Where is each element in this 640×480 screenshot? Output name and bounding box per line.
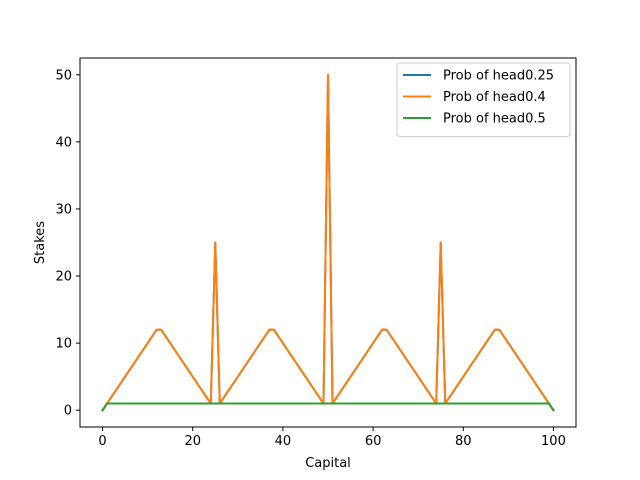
x-tick-label: 60 [365, 434, 382, 449]
y-axis-label: Stakes [33, 221, 48, 264]
legend-box [396, 62, 571, 137]
series-line-2 [101, 402, 555, 412]
x-tick-label: 100 [541, 434, 566, 449]
x-axis-label: Capital [305, 456, 351, 471]
series-layer [101, 73, 555, 412]
y-tick-label: 40 [55, 135, 72, 150]
x-tick-label: 80 [455, 434, 472, 449]
y-tick-label: 10 [55, 337, 72, 352]
x-tick-label: 20 [184, 434, 201, 449]
legend: Prob of head0.25 Prob of head0.4 Prob of h… [396, 62, 571, 137]
y-tick-label: 30 [55, 202, 72, 217]
legend-label-2: Prob of head0.5 [443, 112, 546, 127]
y-tick-label: 20 [55, 270, 72, 285]
y-tick-label: 0 [64, 404, 72, 419]
plot-frame [79, 57, 577, 428]
series-line-1 [101, 73, 555, 412]
legend-label-1: Prob of head0.4 [443, 90, 546, 105]
legend-label-0: Prob of head0.25 [443, 69, 554, 84]
y-axis: 0 10 20 30 40 50 [55, 68, 80, 419]
x-tick-label: 0 [98, 434, 106, 449]
x-axis: 0 20 40 60 80 100 [98, 427, 566, 449]
x-tick-label: 40 [275, 434, 292, 449]
y-tick-label: 50 [55, 68, 72, 83]
